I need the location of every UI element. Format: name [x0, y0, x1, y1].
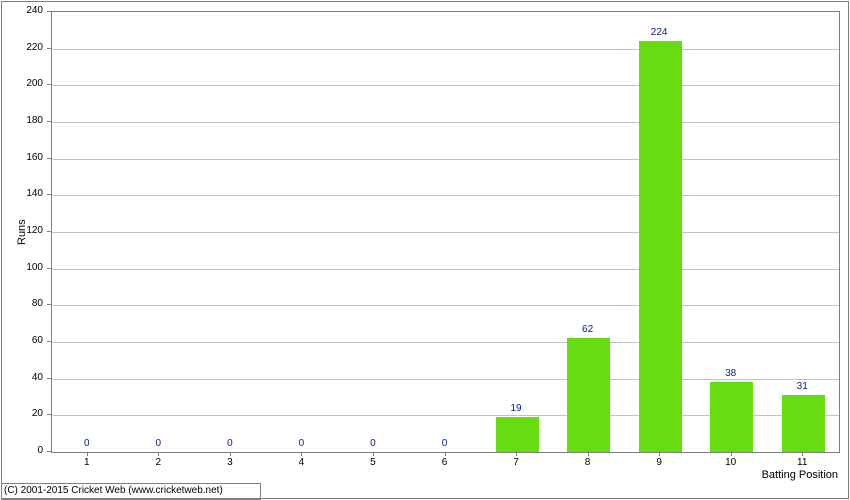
y-tick-mark: [47, 378, 51, 379]
y-tick-mark: [47, 341, 51, 342]
y-tick-label: 120: [0, 225, 43, 236]
bar-value-label: 38: [706, 368, 756, 379]
x-tick-label: 5: [353, 457, 393, 468]
grid-line: [52, 305, 839, 306]
grid-line: [52, 342, 839, 343]
x-tick-mark: [373, 452, 374, 456]
bar: [782, 395, 825, 452]
x-tick-label: 1: [67, 457, 107, 468]
y-tick-mark: [47, 48, 51, 49]
x-tick-label: 8: [568, 457, 608, 468]
grid-line: [52, 195, 839, 196]
y-tick-mark: [47, 84, 51, 85]
x-tick-label: 11: [782, 457, 822, 468]
x-tick-mark: [588, 452, 589, 456]
x-tick-mark: [802, 452, 803, 456]
y-tick-mark: [47, 158, 51, 159]
y-tick-mark: [47, 414, 51, 415]
y-tick-label: 220: [0, 42, 43, 53]
bar-value-label: 224: [634, 27, 684, 38]
copyright-text: (C) 2001-2015 Cricket Web (www.cricketwe…: [4, 485, 223, 496]
bar: [639, 41, 682, 452]
y-tick-mark: [47, 231, 51, 232]
bar-value-label: 0: [276, 438, 326, 449]
y-tick-label: 180: [0, 115, 43, 126]
y-tick-mark: [47, 451, 51, 452]
x-tick-mark: [158, 452, 159, 456]
bar-value-label: 31: [777, 381, 827, 392]
plot-area: [51, 11, 840, 453]
y-tick-mark: [47, 194, 51, 195]
x-tick-label: 6: [425, 457, 465, 468]
bar-value-label: 0: [348, 438, 398, 449]
x-axis-label: Batting Position: [762, 469, 838, 481]
grid-line: [52, 159, 839, 160]
y-tick-mark: [47, 11, 51, 12]
grid-line: [52, 269, 839, 270]
bar-value-label: 0: [420, 438, 470, 449]
x-tick-mark: [230, 452, 231, 456]
bar: [496, 417, 539, 452]
bar-value-label: 19: [491, 403, 541, 414]
y-tick-label: 20: [0, 408, 43, 419]
x-tick-label: 7: [496, 457, 536, 468]
x-tick-mark: [301, 452, 302, 456]
x-tick-label: 3: [210, 457, 250, 468]
chart-frame: Runs Batting Position (C) 2001-2015 Cric…: [0, 0, 850, 500]
y-tick-label: 40: [0, 372, 43, 383]
bar-value-label: 0: [62, 438, 112, 449]
bar-value-label: 62: [563, 324, 613, 335]
y-tick-label: 0: [0, 445, 43, 456]
bar-value-label: 0: [205, 438, 255, 449]
y-tick-label: 200: [0, 78, 43, 89]
bar-value-label: 0: [133, 438, 183, 449]
bar: [567, 338, 610, 452]
x-tick-label: 10: [711, 457, 751, 468]
x-tick-mark: [87, 452, 88, 456]
y-tick-mark: [47, 121, 51, 122]
grid-line: [52, 232, 839, 233]
y-tick-label: 80: [0, 298, 43, 309]
x-tick-label: 2: [138, 457, 178, 468]
grid-line: [52, 49, 839, 50]
grid-line: [52, 122, 839, 123]
x-tick-label: 4: [281, 457, 321, 468]
y-tick-mark: [47, 304, 51, 305]
x-tick-label: 9: [639, 457, 679, 468]
y-tick-label: 60: [0, 335, 43, 346]
y-tick-mark: [47, 268, 51, 269]
x-tick-mark: [731, 452, 732, 456]
y-tick-label: 140: [0, 188, 43, 199]
y-tick-label: 100: [0, 262, 43, 273]
bar: [710, 382, 753, 452]
x-tick-mark: [516, 452, 517, 456]
x-tick-mark: [659, 452, 660, 456]
x-tick-mark: [445, 452, 446, 456]
y-tick-label: 240: [0, 5, 43, 16]
grid-line: [52, 85, 839, 86]
y-tick-label: 160: [0, 152, 43, 163]
